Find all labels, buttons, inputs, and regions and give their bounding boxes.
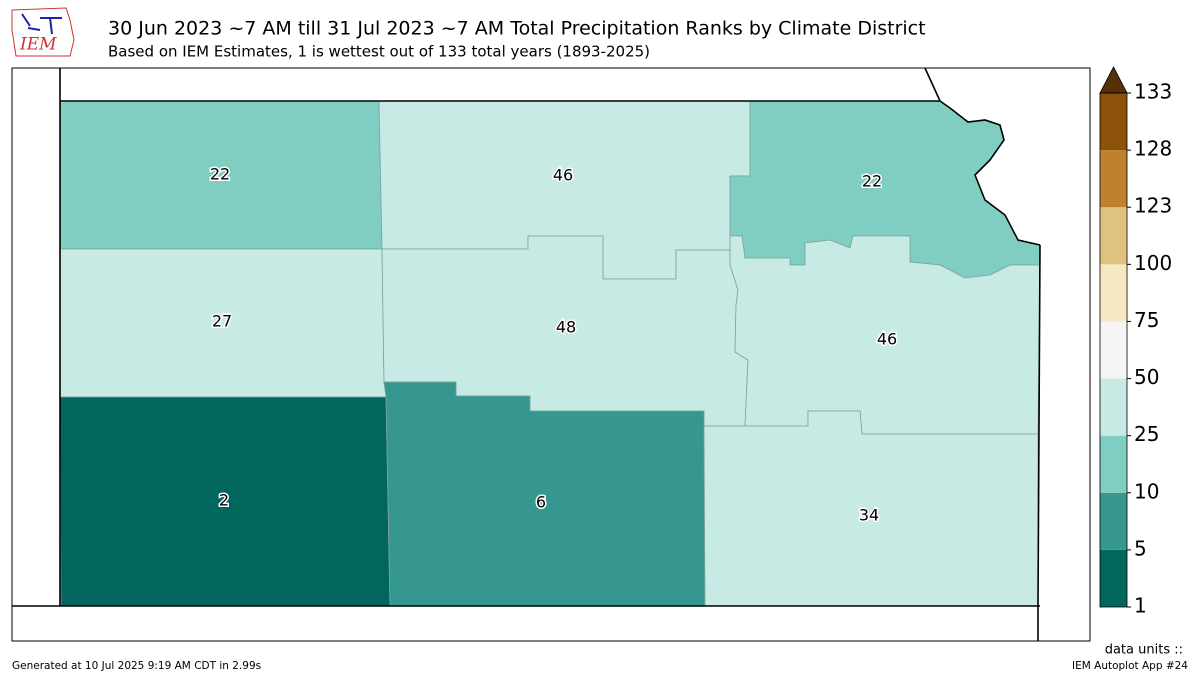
colorbar-bin <box>1100 321 1127 379</box>
districts <box>59 100 1041 607</box>
colorbar-tick-label: 123 <box>1134 194 1172 218</box>
district-label: 46 <box>553 166 573 185</box>
colorbar-tick-label: 1 <box>1134 594 1147 618</box>
colorbar: 1 5 10 25 50 75 100 123 128 133 <box>1099 66 1172 618</box>
colorbar-bin <box>1100 264 1127 322</box>
district-label: 27 <box>212 312 232 331</box>
colorbar-tick-label: 128 <box>1134 137 1172 161</box>
district-label: 22 <box>862 172 882 191</box>
colorbar-outline <box>1099 92 1128 608</box>
colorbar-bin <box>1100 435 1127 493</box>
colorbar-tick-label: 75 <box>1134 308 1159 332</box>
district-labels: 22 46 22 27 48 46 2 6 34 <box>208 163 898 526</box>
state-borders <box>12 67 1041 641</box>
district <box>729 235 1041 435</box>
colorbar-tick-label: 133 <box>1134 80 1172 104</box>
colorbar-bin <box>1100 492 1127 550</box>
colorbar-tick-label: 100 <box>1134 251 1172 275</box>
district-label: 2 <box>219 491 229 510</box>
footer-app: IEM Autoplot App #24 <box>1072 660 1188 672</box>
district-label: 34 <box>859 506 879 525</box>
logo-text: IEM <box>19 35 57 55</box>
colorbar-tick-label: 5 <box>1134 536 1147 560</box>
logo-icon <box>21 13 62 35</box>
colorbar-tick-label: 50 <box>1134 365 1159 389</box>
subtitle: Based on IEM Estimates, 1 is wettest out… <box>108 43 650 61</box>
colorbar-bin <box>1100 207 1127 265</box>
colorbar-tick-label: 25 <box>1134 422 1159 446</box>
district-label: 46 <box>877 330 897 349</box>
river-border <box>939 100 1041 246</box>
district-label: 48 <box>556 318 576 337</box>
logo: IEM <box>11 7 75 57</box>
colorbar-bin <box>1100 150 1127 208</box>
district <box>383 381 706 607</box>
colorbar-tick-label: 10 <box>1134 479 1159 503</box>
logo-outline <box>11 7 75 57</box>
colorbar-bin <box>1100 93 1127 151</box>
colorbar-bin <box>1100 378 1127 436</box>
colorbar-bin <box>1100 549 1127 607</box>
title: 30 Jun 2023 ~7 AM till 31 Jul 2023 ~7 AM… <box>108 18 926 40</box>
footer-generated: Generated at 10 Jul 2025 9:19 AM CDT in … <box>12 660 261 672</box>
units-label: data units :: <box>1105 643 1183 658</box>
district-label: 22 <box>210 165 230 184</box>
colorbar-extend <box>1099 66 1128 94</box>
district-label: 6 <box>536 493 546 512</box>
